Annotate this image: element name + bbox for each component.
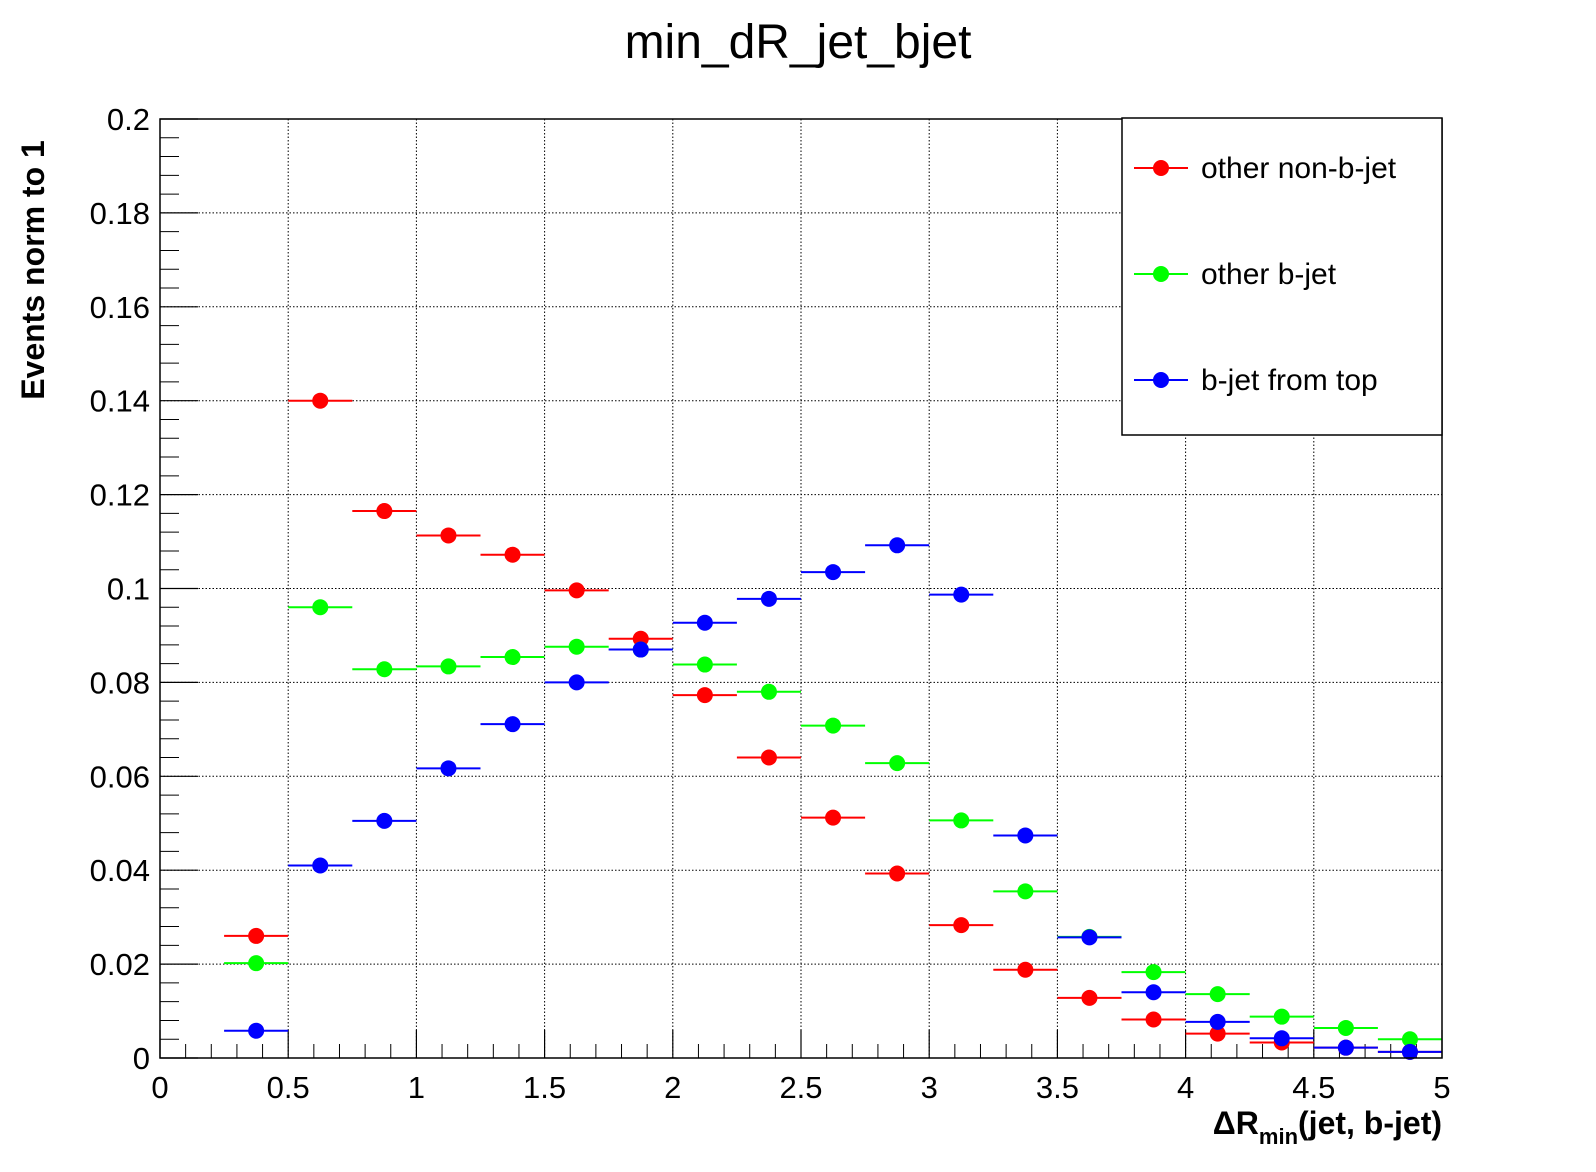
data-point — [1401, 1043, 1418, 1060]
data-point — [1081, 989, 1098, 1006]
legend-entry-b-jet-from-top: b-jet from top — [1134, 364, 1378, 397]
y-tick-label: 0.1 — [107, 572, 150, 607]
data-point — [760, 590, 777, 607]
x-tick-label: 2.5 — [779, 1070, 822, 1105]
x-tick-label: 4 — [1177, 1070, 1194, 1105]
legend-marker-dot — [1153, 160, 1169, 176]
data-point — [248, 955, 265, 972]
x-axis-title: ΔRmin(jet, b-jet) — [1213, 1105, 1442, 1149]
legend: other non-b-jet other b-jet b-jet from t… — [1121, 117, 1443, 436]
data-point — [1017, 827, 1034, 844]
data-point — [953, 917, 970, 934]
data-point — [1273, 1030, 1290, 1047]
data-point — [440, 527, 457, 544]
data-point — [825, 717, 842, 734]
x-tick-label: 3 — [921, 1070, 938, 1105]
data-point — [1145, 984, 1162, 1001]
data-point — [760, 683, 777, 700]
data-point — [312, 392, 329, 409]
x-tick-label: 1.5 — [523, 1070, 566, 1105]
data-point — [376, 503, 393, 520]
data-point — [504, 649, 521, 666]
data-point — [1209, 986, 1226, 1003]
data-point — [1273, 1008, 1290, 1025]
data-point — [376, 812, 393, 829]
data-point — [953, 586, 970, 603]
x-tick-label: 2 — [664, 1070, 681, 1105]
legend-marker-dot — [1153, 266, 1169, 282]
data-point — [568, 638, 585, 655]
data-point — [440, 760, 457, 777]
legend-marker-dot — [1153, 372, 1169, 388]
y-tick-label: 0.2 — [107, 102, 150, 137]
data-point — [1401, 1031, 1418, 1048]
data-point — [760, 749, 777, 766]
series-2 — [224, 537, 1442, 1060]
y-tick-label: 0.06 — [90, 759, 150, 794]
data-point — [312, 599, 329, 616]
data-point — [889, 755, 906, 772]
tick-labels: 0 0.5 1 1.5 2 2.5 3 3.5 4 4.5 5 0 0.02 0.04 0.06 0.08 0.… — [90, 102, 1451, 1105]
x-tick-label: 1 — [408, 1070, 425, 1105]
data-point — [312, 857, 329, 874]
y-tick-label: 0.16 — [90, 290, 150, 325]
y-tick-label: 0.02 — [90, 947, 150, 982]
data-point — [889, 865, 906, 882]
y-tick-label: 0.14 — [90, 384, 150, 419]
data-point — [504, 546, 521, 563]
y-axis-title: Events norm to 1 — [15, 140, 51, 400]
x-tick-label: 0.5 — [267, 1070, 310, 1105]
data-point — [1145, 1011, 1162, 1028]
data-point — [825, 809, 842, 826]
x-tick-label: 0 — [151, 1070, 168, 1105]
data-point — [825, 564, 842, 581]
y-tick-label: 0.08 — [90, 665, 150, 700]
y-tick-label: 0 — [133, 1041, 150, 1076]
legend-box — [1121, 117, 1443, 436]
data-point — [1145, 964, 1162, 981]
x-tick-label: 5 — [1433, 1070, 1450, 1105]
x-tick-label: 3.5 — [1036, 1070, 1079, 1105]
data-point — [953, 812, 970, 829]
data-point — [1209, 1025, 1226, 1042]
x-axis-title-sub: min — [1259, 1124, 1298, 1149]
data-layer — [224, 392, 1442, 1060]
chart-title: min_dR_jet_bjet — [625, 16, 972, 69]
legend-entry-other-b-jet: other b-jet — [1134, 258, 1337, 291]
data-point — [568, 582, 585, 599]
legend-label-other-b-jet: other b-jet — [1201, 258, 1337, 291]
data-point — [568, 674, 585, 691]
data-point — [248, 927, 265, 944]
legend-entry-other-non-b-jet: other non-b-jet — [1134, 152, 1397, 185]
data-point — [376, 661, 393, 678]
data-point — [1017, 961, 1034, 978]
x-axis-title-rest: (jet, b-jet) — [1298, 1105, 1442, 1141]
x-axis-title-main: ΔR — [1213, 1105, 1259, 1141]
x-tick-label: 4.5 — [1292, 1070, 1335, 1105]
data-point — [440, 658, 457, 675]
data-point — [1017, 883, 1034, 900]
data-point — [1209, 1013, 1226, 1030]
data-point — [1337, 1039, 1354, 1056]
y-tick-label: 0.18 — [90, 196, 150, 231]
data-point — [1337, 1019, 1354, 1036]
data-point — [696, 614, 713, 631]
legend-label-other-non-b-jet: other non-b-jet — [1201, 152, 1397, 185]
data-point — [1081, 929, 1098, 946]
data-point — [248, 1022, 265, 1039]
data-point — [889, 537, 906, 554]
data-point — [504, 716, 521, 733]
y-tick-label: 0.04 — [90, 853, 150, 888]
plot-frame — [159, 118, 1443, 1059]
data-point — [632, 641, 649, 658]
data-point — [696, 656, 713, 673]
axis-ticks — [159, 118, 1443, 1059]
legend-label-b-jet-from-top: b-jet from top — [1201, 364, 1378, 397]
data-point — [696, 687, 713, 704]
y-tick-label: 0.12 — [90, 478, 150, 513]
